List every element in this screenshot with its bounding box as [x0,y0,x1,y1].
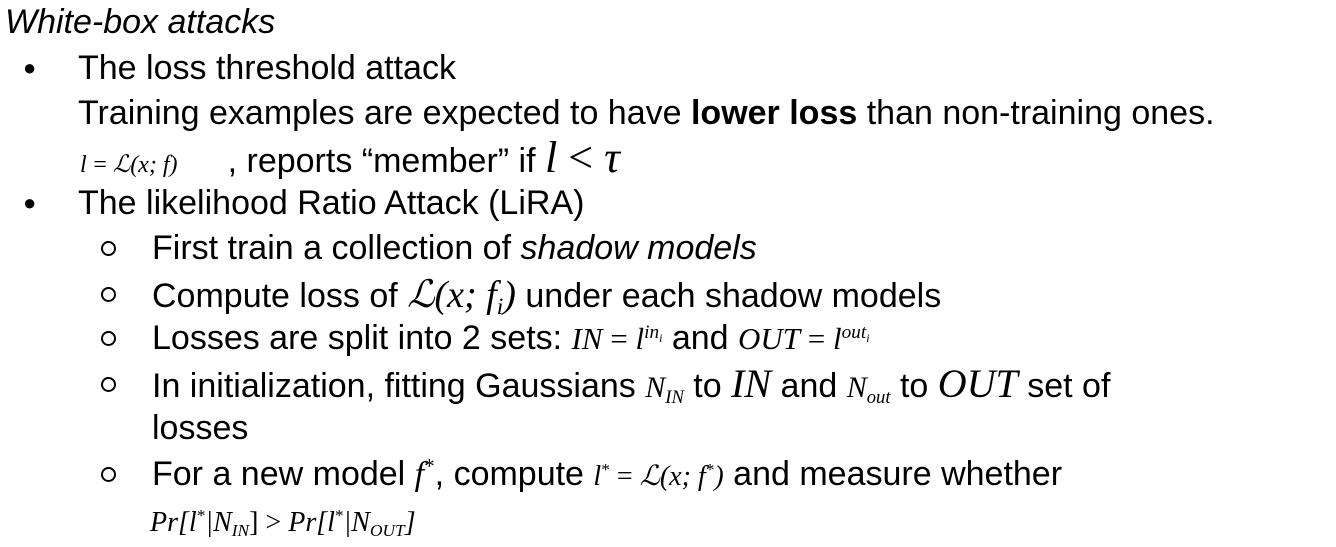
item-lira-title: The likelihood Ratio Attack (LiRA) [78,184,585,222]
sub-bullet-circle [101,467,116,482]
bullet-dot: ● [23,55,37,80]
lira-step-split-sets: Losses are split into 2 sets: IN = lini … [152,319,870,357]
sub-bullet-circle [101,331,116,346]
lira-step-compute-loss: Compute loss of ℒ(x; fi) under each shad… [152,272,942,321]
item-loss-threshold-title: The loss threshold attack [78,49,456,87]
item-loss-threshold-description: Training examples are expected to have l… [78,94,1215,132]
loss-threshold-formula: l = ℒ(x; f) , reports “member” if l < τ [80,133,620,182]
lira-step-fit-gaussians-continued: losses [152,409,249,447]
sub-bullet-circle [101,377,116,392]
lira-step-new-model: For a new model f*, compute l* = ℒ(x; f*… [152,454,1063,493]
lira-likelihood-comparison: Pr[l*|NIN] > Pr[l*|NOUT] [150,506,416,541]
bullet-dot: ● [23,190,37,215]
section-heading: White-box attacks [5,3,276,41]
sub-bullet-circle [101,287,116,302]
lira-step-shadow-models: First train a collection of shadow model… [152,229,757,267]
sub-bullet-circle [101,241,116,256]
lira-step-fit-gaussians: In initialization, fitting Gaussians NIN… [152,361,1111,408]
